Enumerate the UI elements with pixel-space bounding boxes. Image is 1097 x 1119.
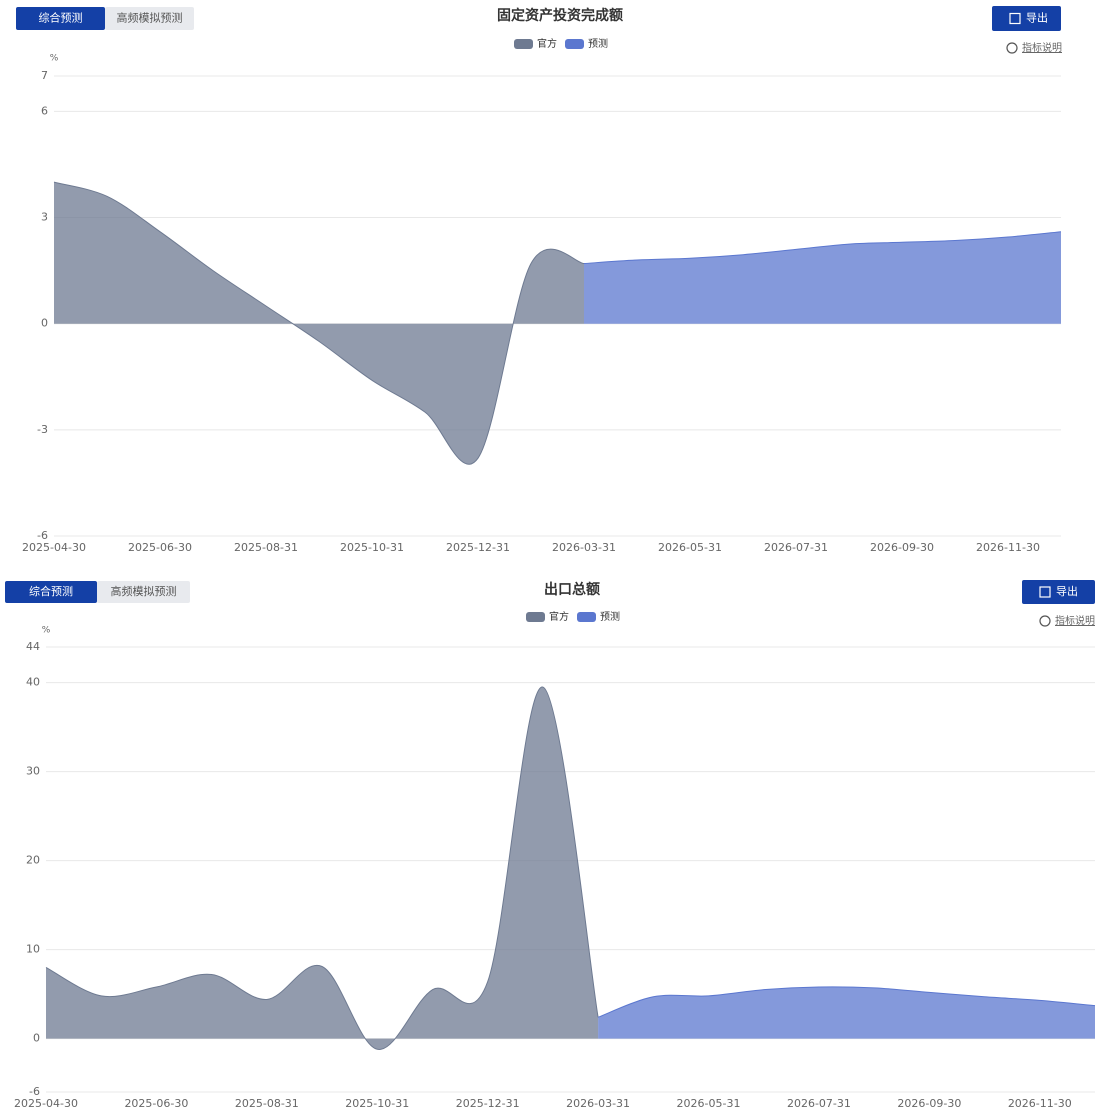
legend-swatch <box>514 39 533 49</box>
series-line <box>53 181 585 465</box>
chart-title: 固定资产投资完成额 <box>497 7 623 24</box>
y-tick-label: -3 <box>37 423 48 436</box>
x-tick-label: 2026-05-31 <box>677 1097 741 1110</box>
area-fill <box>46 686 599 1050</box>
x-tick-label: 2026-09-30 <box>897 1097 961 1110</box>
tab-label: 高频模拟预测 <box>111 584 177 598</box>
y-tick-label: -6 <box>37 529 48 542</box>
note-link[interactable]: 指标说明 <box>1022 41 1062 54</box>
x-tick-label: 2026-11-30 <box>1008 1097 1072 1110</box>
legend-label: 官方 <box>537 37 557 50</box>
tab-label: 综合预测 <box>29 584 73 598</box>
x-tick-label: 2026-09-30 <box>870 541 934 554</box>
x-tick-label: 2025-08-31 <box>235 1097 299 1110</box>
legend-swatch <box>577 612 596 622</box>
y-tick-label: 44 <box>26 640 40 653</box>
tab[interactable] <box>97 581 190 603</box>
y-tick-label: 7 <box>41 69 48 82</box>
export-label: 导出 <box>1026 11 1048 25</box>
y-unit: % <box>50 54 59 64</box>
y-tick-label: 3 <box>41 211 48 224</box>
y-tick-label: -6 <box>29 1085 40 1098</box>
note-icon <box>1006 42 1018 54</box>
series-line <box>597 986 1096 1018</box>
x-tick-label: 2025-12-31 <box>456 1097 520 1110</box>
y-tick-label: 0 <box>33 1032 40 1045</box>
series-line <box>583 231 1062 265</box>
y-tick-label: 0 <box>41 317 48 330</box>
x-tick-label: 2025-10-31 <box>340 541 404 554</box>
y-unit: % <box>42 626 51 636</box>
tab-label: 高频模拟预测 <box>117 11 183 25</box>
x-tick-label: 2026-03-31 <box>552 541 616 554</box>
x-tick-label: 2025-06-30 <box>128 541 192 554</box>
legend-label: 预测 <box>588 37 608 50</box>
note-link[interactable]: 指标说明 <box>1055 614 1095 627</box>
export-button[interactable] <box>992 6 1061 31</box>
export-label: 导出 <box>1056 584 1078 598</box>
export-button[interactable] <box>1022 580 1095 604</box>
tab[interactable] <box>105 7 194 30</box>
x-tick-label: 2025-04-30 <box>14 1097 78 1110</box>
legend-label: 预测 <box>600 610 620 623</box>
tab[interactable] <box>5 581 97 603</box>
note-icon <box>1039 615 1051 627</box>
series-line <box>45 686 599 1050</box>
tab-label: 综合预测 <box>39 11 83 25</box>
chart-title: 出口总额 <box>544 581 600 598</box>
area-fill <box>584 231 1061 324</box>
export-icon <box>1039 586 1051 598</box>
legend-swatch <box>526 612 545 622</box>
x-tick-label: 2026-07-31 <box>787 1097 851 1110</box>
y-tick-label: 20 <box>26 854 40 867</box>
area-fill <box>54 182 584 465</box>
x-tick-label: 2025-10-31 <box>345 1097 409 1110</box>
x-tick-label: 2025-08-31 <box>234 541 298 554</box>
x-tick-label: 2026-03-31 <box>566 1097 630 1110</box>
legend-swatch <box>565 39 584 49</box>
y-tick-label: 6 <box>41 104 48 117</box>
x-tick-label: 2025-12-31 <box>446 541 510 554</box>
export-icon <box>1009 12 1021 25</box>
x-tick-label: 2026-07-31 <box>764 541 828 554</box>
area-fill <box>598 986 1095 1039</box>
x-tick-label: 2025-06-30 <box>124 1097 188 1110</box>
legend-label: 官方 <box>549 610 569 623</box>
x-tick-label: 2026-11-30 <box>976 541 1040 554</box>
x-tick-label: 2025-04-30 <box>22 541 86 554</box>
y-tick-label: 40 <box>26 676 40 689</box>
y-tick-label: 10 <box>26 943 40 956</box>
tab[interactable] <box>16 7 105 30</box>
x-tick-label: 2026-05-31 <box>658 541 722 554</box>
y-tick-label: 30 <box>26 765 40 778</box>
